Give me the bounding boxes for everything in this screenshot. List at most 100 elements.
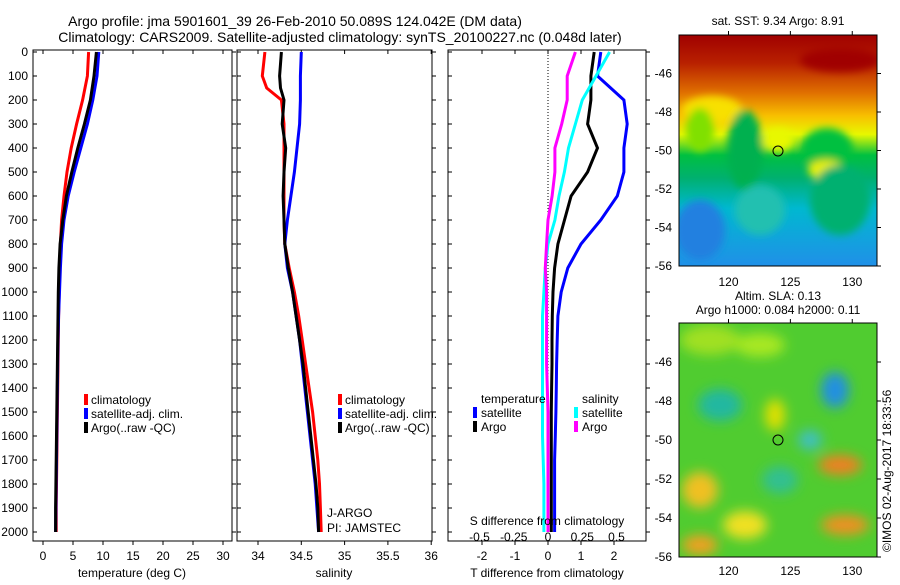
depth-tick-label: 1300 bbox=[1, 357, 28, 371]
x-tick-label: 1 bbox=[578, 549, 585, 563]
imos-credit: ©IMOS 02-Aug-2017 18:33:56 bbox=[880, 389, 894, 552]
s-diff-tick-label: 0.5 bbox=[608, 530, 625, 544]
depth-tick-label: 100 bbox=[8, 69, 28, 83]
x-tick-label: 10 bbox=[96, 549, 110, 563]
x-tick-label: 0 bbox=[545, 549, 552, 563]
difference-line-satellite bbox=[541, 51, 611, 532]
argo-location-marker bbox=[772, 145, 784, 157]
legend-swatch-argo bbox=[84, 422, 88, 433]
legend-swatch-climatology bbox=[84, 394, 88, 405]
axes-layer: 0100200300400500600700800900100011001200… bbox=[1, 31, 881, 578]
legend-label-s-satellite: satellite bbox=[582, 406, 623, 420]
depth-tick-label: 2000 bbox=[1, 525, 28, 539]
lon-tick-label: 130 bbox=[842, 275, 862, 289]
depth-tick-label: 1500 bbox=[1, 405, 28, 419]
lat-tick-label: -50 bbox=[655, 433, 673, 447]
legend-label-satellite: satellite-adj. clim. bbox=[91, 407, 183, 421]
lat-tick-label: -52 bbox=[655, 472, 673, 486]
depth-tick-label: 200 bbox=[8, 93, 28, 107]
legend-label-t-argo: Argo bbox=[481, 420, 507, 434]
legend-swatch-s-argo bbox=[574, 421, 578, 432]
figure-title-line1: Argo profile: jma 5901601_39 26-Feb-2010… bbox=[68, 13, 522, 29]
depth-tick-label: 1600 bbox=[1, 429, 28, 443]
sst-map-image bbox=[679, 35, 877, 266]
x-tick-label: 2 bbox=[611, 549, 618, 563]
s-diff-tick-label: 0 bbox=[545, 530, 552, 544]
salinity-panel-frame bbox=[236, 49, 433, 542]
lat-tick-label: -54 bbox=[655, 511, 673, 525]
temperature-legend: climatology satellite-adj. clim. Argo(..… bbox=[84, 393, 183, 435]
temperature-panel-frame bbox=[32, 49, 233, 542]
legend-swatch-t-argo bbox=[473, 421, 477, 432]
lon-tick-label: 120 bbox=[718, 275, 738, 289]
x-tick-label: 34 bbox=[251, 549, 265, 563]
x-tick-label: -1 bbox=[510, 549, 521, 563]
legend-swatch-t-satellite bbox=[473, 407, 477, 418]
sst-map-frame bbox=[678, 34, 878, 267]
depth-tick-label: 1400 bbox=[1, 381, 28, 395]
argo-location-marker bbox=[772, 434, 784, 446]
depth-tick-label: 0 bbox=[21, 45, 28, 59]
x-tick-label: 35 bbox=[338, 549, 352, 563]
x-tick-label: -2 bbox=[477, 549, 488, 563]
difference-line-satellite bbox=[553, 51, 629, 532]
legend-swatch-satellite bbox=[338, 408, 342, 419]
x-tick-label: 20 bbox=[156, 549, 170, 563]
x-tick-label: 35.5 bbox=[376, 549, 400, 563]
depth-tick-label: 300 bbox=[8, 117, 28, 131]
x-tick-label: 25 bbox=[186, 549, 200, 563]
difference-legend: temperature salinity satellite Argo sate… bbox=[473, 392, 623, 434]
lon-tick-label: 130 bbox=[842, 564, 862, 578]
difference-line-argo bbox=[549, 51, 600, 532]
lat-tick-label: -46 bbox=[655, 355, 673, 369]
difference-line-argo bbox=[543, 51, 577, 532]
sla-map-title1: Altim. SLA: 0.13 bbox=[735, 289, 821, 303]
temperature-xlabel: temperature (deg C) bbox=[78, 566, 186, 580]
depth-tick-label: 1200 bbox=[1, 333, 28, 347]
lat-tick-label: -56 bbox=[655, 259, 673, 273]
lat-tick-label: -46 bbox=[655, 67, 673, 81]
sla-map-title2: Argo h1000: 0.084 h2000: 0.11 bbox=[696, 303, 861, 317]
legend-label-climatology: climatology bbox=[345, 393, 405, 407]
lat-tick-label: -54 bbox=[655, 221, 673, 235]
legend-swatch-s-satellite bbox=[574, 407, 578, 418]
x-tick-label: 5 bbox=[70, 549, 77, 563]
legend-label-s-argo: Argo bbox=[582, 420, 608, 434]
s-diff-tick-label: -0.25 bbox=[500, 530, 528, 544]
legend-swatch-satellite bbox=[84, 408, 88, 419]
salinity-line-argo-raw-qc- bbox=[278, 51, 321, 533]
depth-tick-label: 1000 bbox=[1, 285, 28, 299]
salinity-legend: climatology satellite-adj. clim. Argo(..… bbox=[338, 393, 437, 435]
s-diff-tick-label: -0.5 bbox=[469, 530, 490, 544]
pi-label: PI: JAMSTEC bbox=[327, 521, 401, 535]
depth-tick-label: 1100 bbox=[2, 309, 28, 323]
depth-tick-label: 900 bbox=[8, 261, 28, 275]
legend-title-salinity: salinity bbox=[582, 392, 619, 406]
lat-tick-label: -48 bbox=[655, 105, 673, 119]
lat-tick-label: -50 bbox=[655, 144, 673, 158]
sst-map-title: sat. SST: 9.34 Argo: 8.91 bbox=[712, 14, 845, 28]
sla-map-frame bbox=[678, 322, 878, 558]
legend-swatch-climatology bbox=[338, 394, 342, 405]
legend-label-satellite: satellite-adj. clim. bbox=[345, 407, 437, 421]
s-diff-tick-label: 0.25 bbox=[571, 530, 595, 544]
depth-tick-label: 1700 bbox=[1, 453, 28, 467]
legend-swatch-argo bbox=[338, 422, 342, 433]
sla-map-image bbox=[679, 323, 877, 557]
temperature-line-argo-raw-qc- bbox=[54, 51, 98, 532]
s-difference-label: S difference from climatology bbox=[470, 514, 625, 528]
depth-tick-label: 700 bbox=[8, 213, 28, 227]
salinity-xlabel: salinity bbox=[316, 566, 353, 580]
legend-title-temperature: temperature bbox=[481, 392, 546, 406]
profile-lines bbox=[54, 51, 629, 533]
legend-label-argo: Argo(..raw -QC) bbox=[345, 421, 430, 435]
depth-tick-label: 800 bbox=[8, 237, 28, 251]
difference-panel-frame bbox=[447, 49, 647, 542]
x-tick-label: 36 bbox=[425, 549, 439, 563]
lat-tick-label: -52 bbox=[655, 182, 673, 196]
depth-tick-label: 600 bbox=[8, 189, 28, 203]
x-tick-label: 30 bbox=[216, 549, 230, 563]
x-tick-label: 15 bbox=[126, 549, 140, 563]
lon-tick-label: 125 bbox=[780, 275, 800, 289]
